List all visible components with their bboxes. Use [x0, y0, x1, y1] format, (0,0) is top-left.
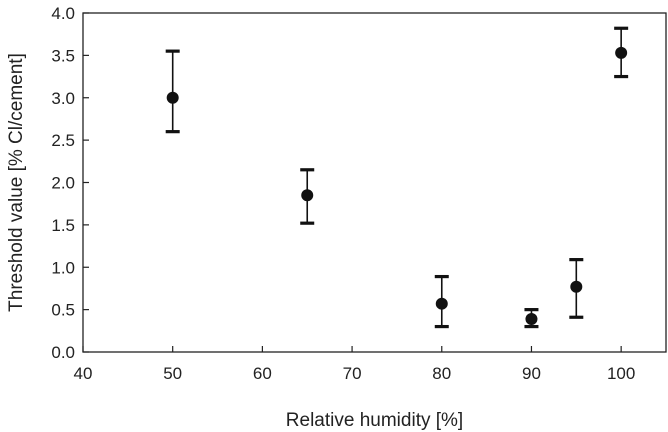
x-tick-label: 50: [163, 364, 182, 383]
y-axis-ticks: 0.0 0.5 1.0 1.5 2.0 2.5 3.0 3.5 4.0: [51, 4, 89, 362]
data-point: [570, 280, 583, 293]
x-tick-label: 40: [74, 364, 93, 383]
y-axis-label: Threshold value [% Cl/cement]: [6, 53, 27, 312]
data-point: [525, 312, 538, 325]
y-tick-label: 0.5: [51, 301, 75, 320]
y-tick-label: 2.0: [51, 174, 75, 193]
x-tick-label: 60: [253, 364, 272, 383]
data-point: [166, 91, 179, 104]
y-tick-label: 3.5: [51, 46, 75, 65]
data-point: [301, 189, 314, 202]
x-axis-ticks: 40 50 60 70 80 90 100: [74, 346, 635, 383]
x-tick-label: 70: [343, 364, 362, 383]
data-marks: [165, 26, 629, 329]
plot-area: 40 50 60 70 80 90 100 0.0 0.5 1.0 1.5 2.0 2.5 3.0 3.5…: [51, 4, 667, 383]
y-tick-label: 0.0: [51, 343, 75, 362]
y-tick-label: 2.5: [51, 131, 75, 150]
plot-frame: [82, 12, 667, 353]
x-axis-label: Relative humidity [%]: [286, 410, 463, 431]
y-tick-label: 1.5: [51, 216, 75, 235]
data-point: [615, 46, 628, 59]
y-tick-label: 4.0: [51, 4, 75, 23]
y-tick-label: 1.0: [51, 258, 75, 277]
x-tick-label: 100: [607, 364, 635, 383]
x-tick-label: 80: [432, 364, 451, 383]
y-tick-label: 3.0: [51, 89, 75, 108]
x-tick-label: 90: [522, 364, 541, 383]
data-point: [435, 297, 448, 310]
